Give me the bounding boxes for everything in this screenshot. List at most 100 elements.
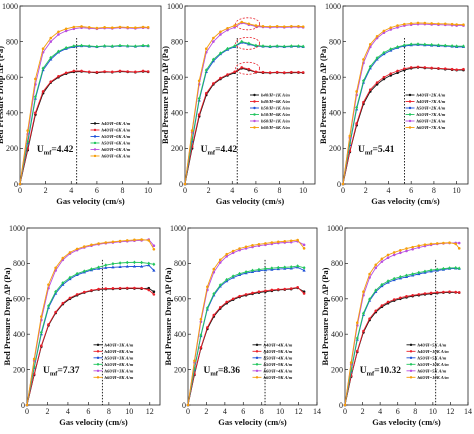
data-point bbox=[218, 261, 222, 264]
data-point bbox=[25, 403, 29, 407]
data-point bbox=[75, 247, 79, 251]
y-tick-label: 800 bbox=[6, 37, 18, 46]
legend-label: h50/H=3K A/m bbox=[105, 355, 134, 360]
data-point bbox=[399, 251, 402, 255]
data-point bbox=[41, 90, 45, 93]
data-point bbox=[435, 242, 439, 245]
data-point bbox=[423, 269, 427, 274]
data-point bbox=[443, 43, 447, 48]
data-point bbox=[263, 266, 267, 271]
data-point bbox=[126, 70, 129, 73]
x-tick-label: 10 bbox=[276, 407, 284, 416]
data-point bbox=[47, 323, 50, 326]
data-point bbox=[125, 286, 129, 290]
legend-swatch-marker bbox=[409, 350, 413, 353]
y-tick-label: 200 bbox=[6, 144, 18, 153]
legend-label: h50/H=1K A/m bbox=[261, 106, 290, 111]
series-line bbox=[342, 23, 464, 185]
data-point bbox=[57, 30, 60, 34]
data-point bbox=[240, 66, 244, 69]
data-point bbox=[282, 71, 286, 74]
series-line bbox=[344, 242, 460, 406]
series-line bbox=[26, 264, 155, 406]
x-tick-label: 10 bbox=[125, 407, 133, 416]
data-point bbox=[457, 291, 461, 294]
legend-label: h50/H=2K A/m bbox=[417, 106, 446, 111]
data-point bbox=[289, 265, 293, 269]
data-point bbox=[362, 100, 365, 104]
data-point bbox=[343, 403, 347, 407]
y-tick-label: 400 bbox=[331, 330, 343, 339]
legend-swatch-marker bbox=[408, 126, 412, 129]
y-axis-label: Bed Pressure Drop ΔP (Pa) bbox=[0, 46, 5, 144]
data-point bbox=[133, 238, 136, 242]
data-point bbox=[72, 44, 76, 48]
data-point bbox=[233, 70, 236, 74]
series-line bbox=[26, 287, 155, 406]
x-tick-label: 10 bbox=[429, 407, 437, 416]
x-tick-label: 4 bbox=[378, 407, 382, 416]
data-point bbox=[448, 241, 451, 244]
data-point bbox=[49, 80, 53, 83]
data-point bbox=[147, 288, 151, 292]
plot-frame bbox=[342, 5, 469, 185]
data-point bbox=[405, 247, 408, 250]
y-tick-label: 1000 bbox=[325, 2, 341, 11]
umf-symbol: U bbox=[358, 145, 365, 155]
data-point bbox=[264, 242, 267, 245]
data-point bbox=[218, 51, 222, 55]
data-point bbox=[39, 330, 43, 335]
legend-swatch-marker bbox=[409, 376, 413, 379]
data-point bbox=[57, 75, 60, 78]
data-point bbox=[133, 286, 136, 290]
legend-label: h40/H=0K A/m bbox=[102, 121, 131, 126]
data-point bbox=[389, 72, 393, 75]
data-point bbox=[64, 27, 68, 31]
legend-swatch-marker bbox=[93, 141, 97, 145]
plot-frame bbox=[187, 227, 318, 406]
data-point bbox=[290, 70, 293, 74]
data-point bbox=[443, 22, 447, 26]
y-tick-label: 1000 bbox=[170, 224, 186, 233]
y-tick-label: 0 bbox=[182, 401, 186, 410]
data-point bbox=[118, 265, 122, 269]
legend-swatch-marker bbox=[96, 356, 100, 360]
data-point bbox=[254, 24, 258, 27]
data-point bbox=[374, 309, 378, 313]
x-tick-label: 0 bbox=[25, 407, 29, 416]
legend-label: h40/H=8K A/m bbox=[105, 349, 134, 354]
data-point bbox=[197, 96, 201, 101]
data-point bbox=[226, 73, 229, 76]
data-point bbox=[411, 293, 414, 297]
data-point bbox=[231, 297, 235, 301]
data-point bbox=[240, 20, 244, 24]
y-tick-label: 200 bbox=[174, 365, 186, 374]
data-point bbox=[392, 276, 396, 281]
chart-panel: 0 200 400 600 800 1000 0 2 4 6 8 10 12 14 Gas velocity… bbox=[320, 224, 472, 427]
x-axis-label: Gas velocity (cm/s) bbox=[216, 196, 285, 206]
x-axis-label: Gas velocity (cm/s) bbox=[218, 417, 287, 427]
data-point bbox=[380, 282, 384, 287]
series-line bbox=[187, 266, 305, 406]
data-point bbox=[409, 42, 413, 47]
data-point bbox=[134, 70, 137, 74]
umf-annotation: Umf=8.36 bbox=[203, 366, 240, 378]
data-point bbox=[436, 43, 440, 47]
data-point bbox=[435, 291, 439, 294]
data-point bbox=[443, 67, 447, 70]
y-tick-label: 0 bbox=[14, 180, 18, 189]
x-tick-label: 0 bbox=[183, 186, 187, 195]
data-point bbox=[90, 289, 93, 292]
umf-value: =8.36 bbox=[218, 366, 240, 376]
plot-frame bbox=[344, 227, 469, 406]
data-point bbox=[402, 43, 406, 47]
data-point bbox=[218, 305, 222, 309]
data-point bbox=[270, 288, 274, 292]
data-point bbox=[40, 315, 43, 318]
data-point bbox=[302, 266, 306, 270]
data-point bbox=[454, 266, 458, 270]
data-point bbox=[103, 70, 106, 73]
series-line bbox=[19, 26, 149, 185]
legend-label: h60/H=0K A/m bbox=[102, 147, 131, 152]
data-point bbox=[382, 29, 386, 33]
